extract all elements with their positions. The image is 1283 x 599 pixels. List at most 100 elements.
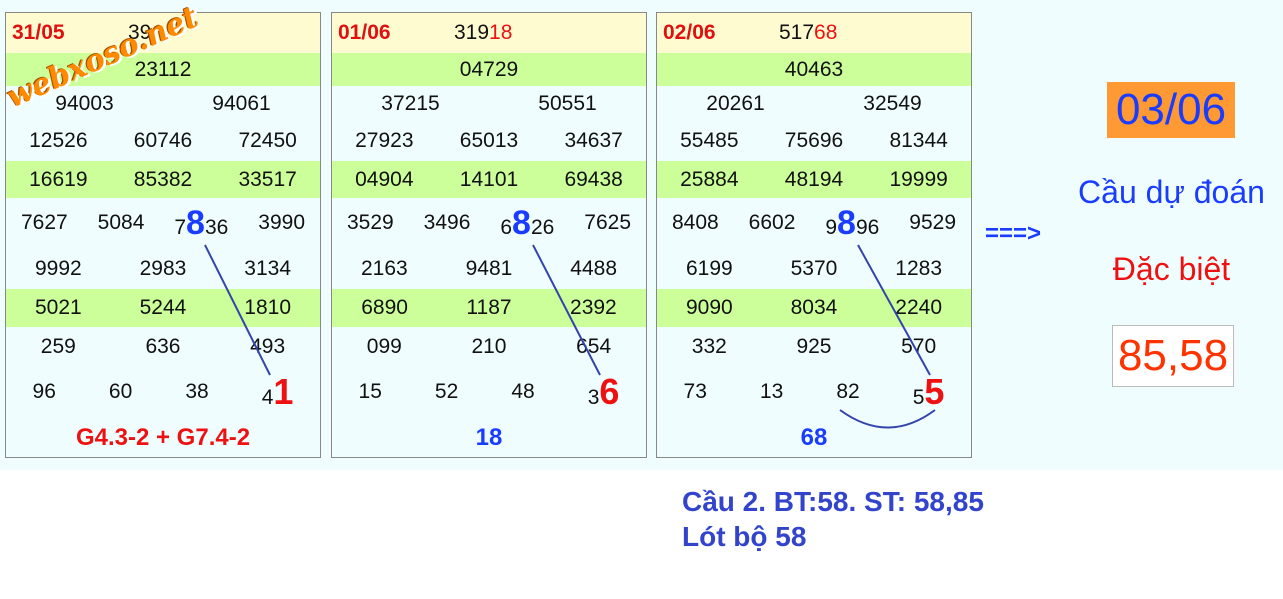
marked-digit: 5 — [924, 370, 945, 412]
number: 6602 — [748, 211, 796, 234]
number: 9529 — [909, 211, 957, 234]
prize-row: 259 636 493 — [6, 327, 320, 367]
number: 5244 — [139, 296, 187, 319]
digit: 5 — [912, 385, 925, 409]
number: 1283 — [895, 256, 942, 280]
prize-row: 25884 48194 19999 — [657, 161, 971, 198]
special-part: 517 — [779, 21, 815, 44]
prize-row: 27923 65013 34637 — [332, 121, 646, 161]
marked-digit: 6 — [599, 370, 620, 412]
number: 8034 — [790, 296, 838, 319]
footer-row: 18 — [332, 416, 646, 459]
number: 210 — [471, 335, 507, 358]
digit: 96 — [855, 215, 880, 239]
digit: 6 — [500, 215, 513, 239]
number: 20261 — [706, 91, 765, 115]
number: 3990 — [258, 211, 306, 234]
number: 32549 — [863, 91, 922, 115]
number: 2163 — [360, 256, 408, 280]
number: 6199 — [685, 256, 733, 280]
number: 259 — [40, 335, 76, 358]
result-panel: 01/06 31918 04729 37215 50551 27923 65013 34637… — [331, 12, 647, 458]
number: 04904 — [355, 167, 414, 191]
number: 13 — [759, 379, 784, 403]
number: 34637 — [564, 129, 623, 152]
number: 8408 — [671, 211, 719, 234]
digit: 26 — [530, 215, 555, 239]
prize-row: 9992 2983 3134 — [6, 248, 320, 289]
digit: 36 — [204, 215, 229, 239]
prize-row: 16619 85382 33517 — [6, 161, 320, 198]
prize-row: 23112 — [6, 53, 320, 86]
number: 332 — [691, 335, 727, 358]
number: 14101 — [459, 167, 519, 191]
number: 4488 — [570, 256, 617, 280]
number: 81344 — [889, 129, 948, 152]
marked-digit: 8 — [837, 203, 856, 242]
result-panel: 31/05 39 23112 94003 94061 12526 60746 72450 166… — [5, 12, 321, 458]
number: 60 — [108, 379, 133, 403]
number: 60746 — [133, 129, 193, 152]
number: 38 — [185, 379, 209, 403]
note: Cầu 2. BT:58. ST: 58,85 — [682, 486, 984, 517]
number: 12526 — [29, 129, 88, 152]
footer-row: 68 — [657, 416, 971, 459]
number: 5084 — [97, 211, 145, 234]
prize-row: 3529 3496 6826 7625 — [332, 198, 646, 248]
digit: 9 — [825, 215, 838, 239]
prize-row: 6199 5370 1283 — [657, 248, 971, 289]
prize-row: 15 52 48 36 — [332, 367, 646, 416]
prize-row: 04904 14101 69438 — [332, 161, 646, 198]
special-prize: 51768 — [779, 21, 837, 45]
number: 37215 — [381, 91, 440, 115]
prize-row: 5021 5244 1810 — [6, 289, 320, 327]
number: 9992 — [34, 256, 82, 280]
number: 3496 — [423, 211, 471, 234]
number: 2983 — [139, 256, 187, 280]
number: 48 — [511, 379, 535, 403]
footer-row: G4.3-2 + G7.4-2 — [6, 416, 320, 459]
number: 36 — [588, 371, 620, 413]
number: 636 — [145, 335, 181, 358]
number: 40463 — [784, 57, 844, 81]
prize-row: 73 13 82 55 — [657, 367, 971, 416]
prize-row: 6890 1187 2392 — [332, 289, 646, 327]
prize-row: 2163 9481 4488 — [332, 248, 646, 289]
digit: 4 — [261, 385, 274, 409]
number: 73 — [683, 379, 707, 403]
number: 3134 — [244, 256, 291, 280]
date: 31/05 — [12, 21, 65, 44]
number: 9090 — [685, 296, 733, 319]
prize-row: 12526 60746 72450 — [6, 121, 320, 161]
prediction-label: Cầu dự đoán — [1078, 174, 1265, 210]
special-part: 68 — [814, 21, 838, 44]
number: 654 — [576, 335, 612, 358]
number: 27923 — [355, 129, 414, 152]
marked-digit: 8 — [512, 203, 531, 242]
number: 1187 — [466, 296, 512, 319]
number: 69438 — [564, 167, 623, 191]
prize-row: 40463 — [657, 53, 971, 86]
number: 15 — [358, 379, 382, 403]
number: 5021 — [34, 296, 82, 319]
header-row: 31/05 39 — [6, 13, 320, 53]
number: 72450 — [238, 129, 297, 152]
note: Lót bộ 58 — [682, 521, 807, 552]
prize-row: 37215 50551 — [332, 86, 646, 121]
prediction-numbers: 85,58 — [1112, 325, 1234, 387]
prize-row: 099 210 654 — [332, 327, 646, 367]
number: 925 — [796, 335, 832, 358]
number: 50551 — [538, 91, 597, 115]
prize-row: 55485 75696 81344 — [657, 121, 971, 161]
prize-row: 20261 32549 — [657, 86, 971, 121]
result-panel: 02/06 51768 40463 20261 32549 55485 75696 81344… — [656, 12, 972, 458]
special-prize: 31918 — [454, 21, 512, 45]
number: 6890 — [361, 296, 408, 319]
number: 75696 — [784, 129, 844, 152]
date: 02/06 — [663, 21, 716, 44]
prize-row: 94003 94061 — [6, 86, 320, 121]
number: 9896 — [825, 204, 879, 243]
arrow: ===> — [985, 220, 1042, 247]
